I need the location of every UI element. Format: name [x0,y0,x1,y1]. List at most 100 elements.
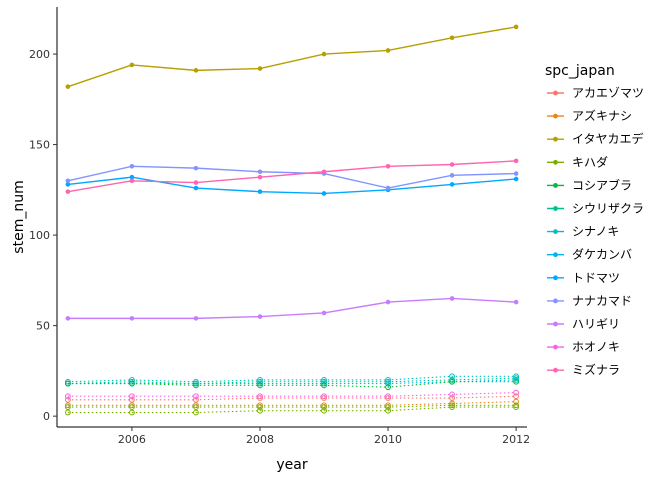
dotted-data-point [129,396,135,403]
data-point [513,158,519,164]
data-point [257,189,263,194]
dotted-data-point [321,377,327,383]
legend-label: シウリザクラ [572,202,644,216]
legend-item: アズキナシ [547,108,632,123]
legend-label: アズキナシ [572,108,632,123]
dotted-data-point [321,378,327,385]
legend-item: キハダ [547,154,608,169]
legend-label: コシアブラ [572,177,632,192]
legend-label: アカエゾマツ [572,86,644,100]
dotted-data-point [193,404,199,410]
legend-key-point [553,344,558,350]
data-point [129,174,135,180]
legend-key-point [553,90,558,96]
dotted-data-point [321,402,327,409]
y-tick-label: 100 [29,229,50,242]
data-point [449,35,455,41]
legend-item: コシアブラ [547,177,632,192]
data-point [321,191,327,196]
dotted-series-line [67,395,517,401]
data-point [513,171,519,176]
dotted-data-point [257,407,263,414]
dotted-data-point [257,380,263,387]
legend-label: キハダ [572,154,608,169]
solid-series-layer [65,24,519,321]
dotted-data-point [513,377,520,383]
data-point [513,299,519,305]
series-line [67,176,517,195]
data-point [129,164,135,169]
dotted-data-point [257,404,263,410]
dotted-data-point [385,378,391,385]
dotted-data-point [385,377,391,383]
data-point [193,316,199,321]
legend-item: ダケカンバ [547,247,632,262]
series-line [67,26,517,88]
data-point [129,62,135,68]
data-point [449,162,455,167]
dotted-data-point [64,393,71,400]
dotted-data-point [385,404,391,410]
dotted-data-point [257,377,263,383]
dotted-data-point [321,382,327,389]
series-line [67,160,517,193]
legend-label: ホオノキ [572,340,620,354]
dotted-data-point [449,400,455,407]
legend-item: ホオノキ [547,340,620,354]
dotted-data-point [449,402,455,409]
dotted-series-line [67,392,517,397]
dotted-data-point [64,409,71,416]
legend-key-point [553,367,558,373]
y-tick-label: 50 [36,320,50,333]
data-point [385,185,391,191]
dotted-series-line [67,377,517,385]
x-tick-label: 2010 [374,433,402,446]
dotted-data-point [513,373,520,380]
dotted-data-point [64,402,71,409]
series-line [67,165,517,189]
data-point [257,174,263,180]
dotted-data-point [129,380,135,387]
data-point [193,185,199,191]
data-point [449,182,455,187]
dotted-data-point [385,393,391,400]
dotted-data-point [129,404,135,410]
legend-item: ミズナラ [547,362,620,377]
data-point [321,51,327,57]
dotted-series-line [67,381,517,388]
dotted-data-point [257,395,263,401]
dotted-data-point [449,404,455,410]
y-tick-label: 200 [29,48,50,61]
legend-key-point [553,136,558,142]
legend-key-point [553,206,558,211]
legend-key-point [553,229,558,235]
x-tick-label: 2008 [246,433,274,446]
y-axis-title: stem_num [11,180,27,253]
dotted-data-point [129,393,135,400]
legend-key-point [553,252,558,258]
dotted-data-point [385,384,391,391]
legend-label: ナナカマド [572,294,632,308]
axes [56,7,527,428]
dotted-data-point [513,402,520,409]
legend-label: シナノキ [572,225,619,239]
dotted-data-point [513,378,520,385]
dotted-data-point [64,396,71,403]
data-point [129,316,135,321]
legend-item: トドマツ [547,271,620,285]
x-tick-label: 2012 [502,433,530,446]
data-point [385,299,391,305]
data-point [65,178,71,184]
dotted-data-point [193,378,199,385]
data-point [513,24,519,30]
data-point [257,314,263,319]
legend-item: アカエゾマツ [547,86,644,100]
data-point [65,182,71,187]
data-point [193,165,199,171]
y-tick-label: 150 [29,139,50,152]
data-point [65,189,71,194]
legend-key-point [553,113,558,119]
dotted-data-point [257,393,263,400]
legend-key-point [553,183,558,188]
